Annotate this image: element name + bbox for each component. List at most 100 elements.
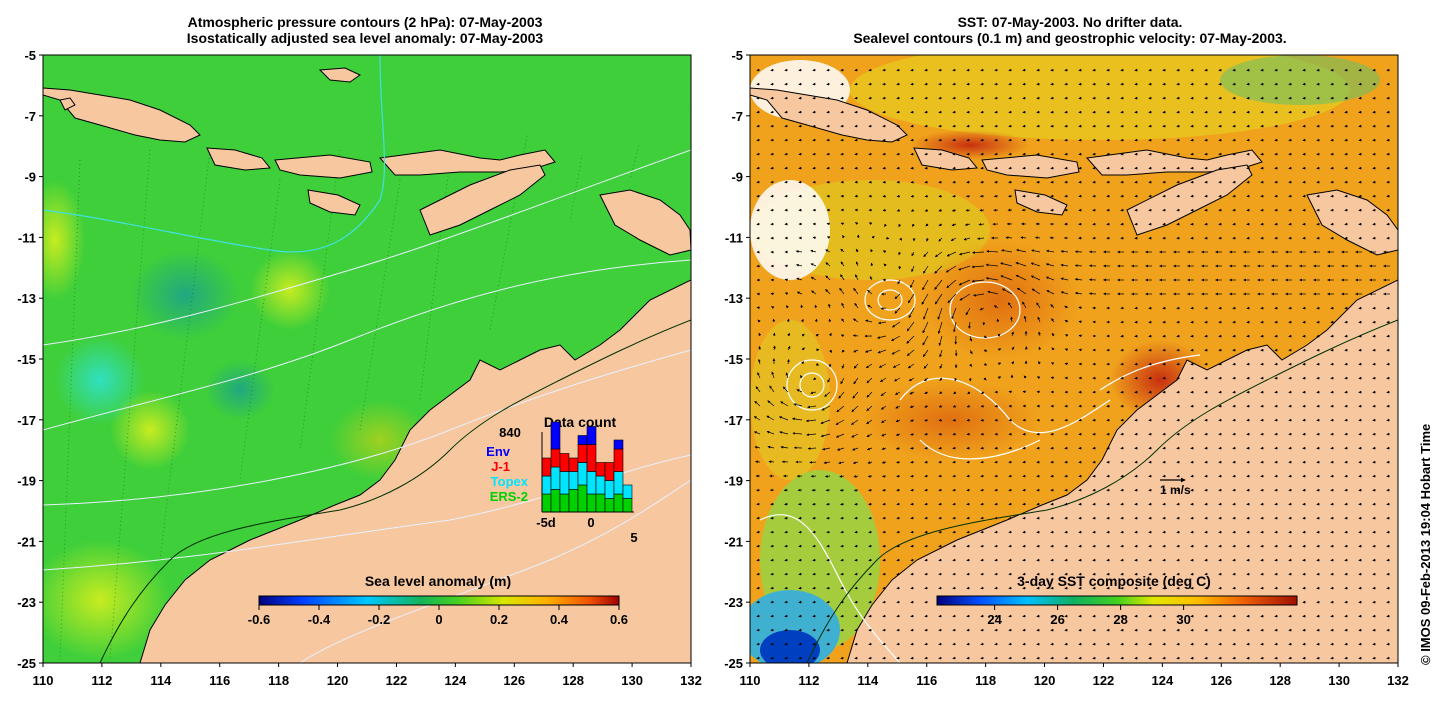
legend-j1: J-1 bbox=[491, 459, 510, 474]
velocity-vector bbox=[1023, 392, 1026, 393]
lat-tick-label: -5 bbox=[731, 48, 743, 63]
velocity-scale-label: 1 m/s bbox=[1160, 483, 1191, 497]
lon-tick-label: 124 bbox=[1152, 673, 1174, 688]
histogram-bar-segment bbox=[614, 472, 623, 495]
lon-tick-label: 132 bbox=[1387, 673, 1409, 688]
colorbar-tick-label: 0 bbox=[435, 612, 442, 627]
left-sea-level-map bbox=[25, 55, 691, 663]
lat-tick-label: -17 bbox=[17, 413, 36, 428]
histogram-bar-segment bbox=[596, 494, 605, 512]
lon-tick-label: 112 bbox=[798, 673, 819, 688]
lat-tick-label: -17 bbox=[724, 413, 743, 428]
histogram-bar-segment bbox=[578, 485, 587, 512]
histogram-bar-segment bbox=[596, 476, 605, 494]
histogram-bar-segment bbox=[551, 490, 560, 513]
histogram-bar-segment bbox=[605, 463, 614, 481]
histogram-bar-segment bbox=[560, 494, 569, 512]
histogram-bar-segment bbox=[551, 467, 560, 490]
lon-tick-label: 124 bbox=[445, 673, 467, 688]
lon-tick-label: 128 bbox=[562, 673, 584, 688]
histogram-bar-segment bbox=[587, 445, 596, 472]
lon-tick-label: 112 bbox=[91, 673, 112, 688]
histogram-bar-segment bbox=[569, 490, 578, 513]
lat-tick-label: -23 bbox=[724, 595, 743, 610]
histogram-bar-segment bbox=[596, 463, 605, 477]
inset-xtick-1: 0 bbox=[587, 515, 594, 530]
velocity-vector bbox=[897, 476, 900, 477]
histogram-bar-segment bbox=[605, 499, 614, 513]
histogram-bar-segment bbox=[614, 449, 623, 472]
lon-tick-label: 114 bbox=[150, 673, 172, 688]
lat-tick-label: -9 bbox=[731, 170, 743, 185]
lon-tick-label: 130 bbox=[621, 673, 643, 688]
lat-tick-label: -13 bbox=[17, 291, 36, 306]
velocity-vector bbox=[869, 490, 872, 491]
lon-tick-label: 126 bbox=[503, 673, 525, 688]
velocity-vector bbox=[841, 504, 844, 505]
legend-topex: Topex bbox=[491, 474, 529, 489]
velocity-vector bbox=[939, 448, 942, 449]
velocity-vector bbox=[826, 490, 830, 491]
lon-tick-label: 116 bbox=[209, 673, 230, 688]
lon-tick-label: 110 bbox=[33, 673, 54, 688]
velocity-vector bbox=[939, 434, 942, 435]
velocity-vector bbox=[953, 182, 956, 183]
histogram-bar-segment bbox=[569, 472, 578, 490]
histogram-bar-segment bbox=[578, 445, 587, 463]
histogram-bar-segment bbox=[569, 458, 578, 472]
velocity-vector bbox=[953, 434, 956, 435]
histogram-bar-segment bbox=[578, 436, 587, 445]
lon-tick-label: 116 bbox=[916, 673, 937, 688]
inset-xtick-0: -5d bbox=[536, 515, 556, 530]
right-colorbar-gradient bbox=[937, 596, 1297, 605]
lat-tick-label: -11 bbox=[725, 230, 743, 245]
lat-tick-label: -23 bbox=[17, 595, 36, 610]
lat-tick-label: -21 bbox=[17, 534, 36, 549]
velocity-vector bbox=[911, 182, 914, 183]
colorbar-tick-label: 26 bbox=[1050, 612, 1064, 627]
lon-tick-label: 118 bbox=[268, 673, 289, 688]
histogram-bar-segment bbox=[542, 494, 551, 512]
lon-tick-label: 120 bbox=[1034, 673, 1056, 688]
histogram-bar-segment bbox=[623, 485, 632, 499]
lat-tick-label: -19 bbox=[17, 474, 36, 489]
copyright-label: © IMOS 09-Feb-2013 19:04 Hobart Time bbox=[1418, 424, 1433, 665]
lon-tick-label: 126 bbox=[1210, 673, 1232, 688]
colorbar-tick-label: -0.4 bbox=[308, 612, 331, 627]
velocity-vector bbox=[970, 378, 971, 381]
lon-tick-label: 122 bbox=[1093, 673, 1115, 688]
histogram-bar-segment bbox=[623, 499, 632, 513]
velocity-vector bbox=[769, 462, 774, 463]
lat-tick-label: -25 bbox=[724, 656, 743, 671]
histogram-bar-segment bbox=[542, 476, 551, 494]
velocity-vector bbox=[911, 476, 914, 477]
histogram-bar-segment bbox=[605, 481, 614, 499]
lon-tick-label: 118 bbox=[975, 673, 996, 688]
colorbar-tick-label: 0.6 bbox=[610, 612, 628, 627]
colorbar-tick-label: 0.2 bbox=[490, 612, 508, 627]
lat-tick-label: -15 bbox=[724, 352, 743, 367]
histogram-bar-segment bbox=[542, 458, 551, 476]
map-figure: Data count 840 Env J-1 Topex ERS-2 -5d 0… bbox=[0, 0, 1440, 710]
velocity-vector bbox=[980, 210, 984, 211]
colorbar-tick-label: 24 bbox=[987, 612, 1002, 627]
velocity-vector bbox=[858, 235, 859, 238]
colorbar-tick-label: 0.4 bbox=[550, 612, 569, 627]
lon-tick-label: 122 bbox=[386, 673, 408, 688]
velocity-vector bbox=[883, 196, 886, 197]
lat-tick-label: -7 bbox=[731, 109, 743, 124]
histogram-bar-segment bbox=[578, 463, 587, 486]
lat-tick-label: -11 bbox=[18, 230, 36, 245]
lon-tick-label: 132 bbox=[680, 673, 702, 688]
velocity-vector bbox=[939, 182, 942, 183]
colorbar-tick-label: -0.2 bbox=[368, 612, 390, 627]
histogram-bar-segment bbox=[587, 472, 596, 495]
velocity-vector bbox=[1026, 347, 1027, 350]
histogram-bar-segment bbox=[551, 422, 560, 449]
velocity-vector bbox=[925, 182, 928, 183]
histogram-bar-segment bbox=[614, 494, 623, 512]
velocity-vector bbox=[883, 490, 886, 491]
inset-total: 840 bbox=[499, 425, 521, 440]
lat-tick-label: -9 bbox=[24, 170, 36, 185]
left-colorbar-gradient bbox=[259, 596, 619, 605]
